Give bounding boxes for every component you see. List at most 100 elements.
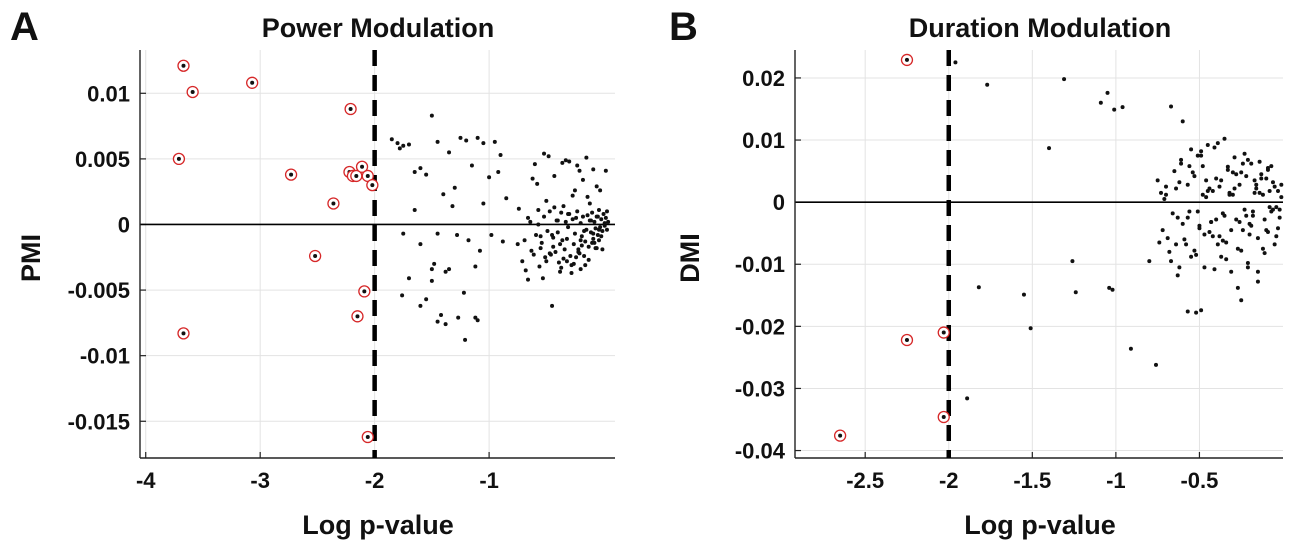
data-point (1217, 184, 1222, 189)
data-point (1105, 90, 1110, 95)
data-point (564, 259, 569, 264)
data-point (1174, 186, 1179, 191)
data-point (1240, 161, 1245, 166)
data-point (580, 177, 585, 182)
data-point (1242, 151, 1247, 156)
data-point (464, 138, 469, 143)
data-point (1264, 176, 1269, 181)
data-point (1220, 238, 1225, 243)
data-point (598, 188, 603, 193)
data-point (489, 232, 494, 237)
data-point (545, 229, 550, 234)
data-point (536, 208, 541, 213)
chart-title: Power Modulation (262, 13, 495, 43)
data-point (1217, 234, 1222, 239)
data-point (1215, 141, 1220, 146)
data-point (570, 193, 575, 198)
data-point (1192, 174, 1197, 179)
data-point (591, 167, 596, 172)
data-point (550, 303, 555, 308)
y-tick-label: 0.02 (742, 66, 785, 91)
data-point (1205, 143, 1210, 148)
data-point (439, 313, 444, 318)
y-tick-label: -0.04 (735, 439, 786, 464)
data-point (592, 219, 597, 224)
highlighted-point (838, 433, 843, 438)
data-point (574, 215, 579, 220)
data-point (595, 232, 600, 237)
data-point (1200, 164, 1205, 169)
data-point (530, 176, 535, 181)
panel-label: A (10, 5, 39, 49)
data-point (1274, 205, 1279, 210)
data-point (1185, 309, 1190, 314)
data-point (1175, 215, 1180, 220)
data-point (1222, 136, 1227, 141)
x-tick-label: -4 (136, 468, 156, 493)
data-point (1244, 213, 1249, 218)
data-point (1232, 155, 1237, 160)
data-point (600, 247, 605, 252)
data-point (1265, 165, 1270, 170)
data-point (1199, 308, 1204, 313)
data-point (594, 184, 599, 189)
data-point (1250, 213, 1255, 218)
data-point (401, 231, 406, 236)
data-point (435, 319, 440, 324)
data-point (1175, 273, 1180, 278)
data-point (532, 162, 537, 167)
data-point (599, 217, 604, 222)
data-point (575, 163, 580, 168)
data-point (1073, 290, 1078, 295)
data-point (570, 217, 575, 222)
data-point (583, 263, 588, 268)
data-point (1240, 228, 1245, 233)
data-point (547, 251, 552, 256)
data-point (456, 315, 461, 320)
data-point (1028, 326, 1033, 331)
data-point (1220, 211, 1225, 216)
data-point (473, 315, 478, 320)
highlighted-point (176, 156, 181, 161)
data-point (604, 227, 609, 232)
data-point (1277, 215, 1282, 220)
data-point (534, 232, 539, 237)
data-point (515, 242, 520, 247)
data-point (1255, 269, 1260, 274)
data-point (1179, 157, 1184, 162)
highlighted-point (354, 173, 359, 178)
data-point (1180, 119, 1185, 124)
x-tick-label: -3 (250, 468, 270, 493)
data-point (475, 135, 480, 140)
data-point (1147, 259, 1152, 264)
data-point (579, 243, 584, 248)
data-point (1219, 178, 1224, 183)
data-point (579, 234, 584, 239)
data-point (600, 229, 605, 234)
plot-area: -4 -3 -2 -1 -0.015 -0.01 -0.005 0 0.005 0.01 (68, 50, 615, 493)
data-point (1225, 167, 1230, 172)
data-point (523, 268, 528, 273)
highlighted-point (313, 253, 318, 258)
data-point (1179, 161, 1184, 166)
data-point (418, 242, 423, 247)
data-point (1260, 192, 1265, 197)
data-point (1227, 192, 1232, 197)
data-point (1164, 184, 1169, 189)
data-point (1185, 215, 1190, 220)
data-point (1209, 220, 1214, 225)
data-point (461, 290, 466, 295)
data-point (1128, 346, 1133, 351)
data-point (1172, 169, 1177, 174)
data-point (1267, 205, 1272, 210)
y-tick-label: 0.01 (87, 81, 130, 106)
data-point (536, 222, 541, 227)
data-point (469, 163, 474, 168)
data-point (498, 152, 503, 157)
data-point (555, 230, 560, 235)
highlighted-point (331, 201, 336, 206)
data-point (584, 155, 589, 160)
data-point (590, 210, 595, 215)
data-point (1272, 242, 1277, 247)
data-point (562, 247, 567, 252)
